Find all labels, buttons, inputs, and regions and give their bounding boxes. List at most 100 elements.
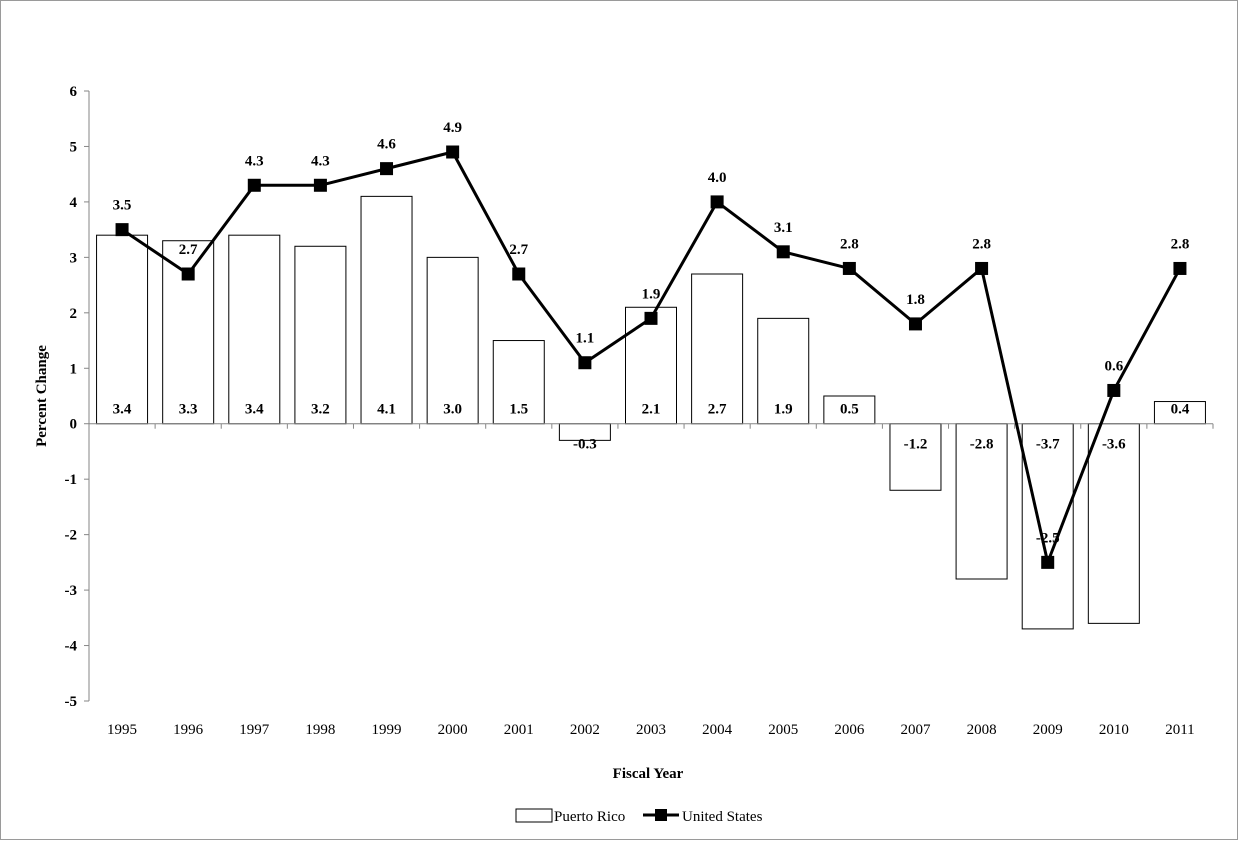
data-label-puerto-rico: 2.7: [708, 402, 727, 418]
bars-layer: [96, 195, 1206, 630]
y-tick-label: 2: [70, 306, 78, 322]
marker-united-states: [247, 178, 261, 192]
x-tick-label: 2009: [1033, 722, 1063, 738]
data-label-united-states: 4.6: [377, 137, 396, 153]
bar-puerto-rico: [691, 273, 744, 425]
x-tick-label: 1996: [173, 722, 204, 738]
legend-label-puerto-rico: Puerto Rico: [554, 809, 625, 825]
data-label-united-states: 0.6: [1104, 358, 1123, 374]
y-tick-label: -4: [65, 639, 78, 655]
marker-united-states: [1173, 261, 1187, 275]
data-label-united-states: 2.7: [179, 242, 198, 258]
y-tick-label: 3: [70, 250, 78, 266]
marker-united-states: [313, 178, 327, 192]
x-tick-label: 1999: [372, 722, 402, 738]
data-label-united-states: 1.1: [576, 331, 595, 347]
x-tick-label: 1998: [305, 722, 335, 738]
marker-united-states: [115, 223, 129, 237]
marker-united-states: [1041, 555, 1055, 569]
bar-puerto-rico: [426, 256, 479, 425]
data-label-puerto-rico: 1.9: [774, 402, 793, 418]
bar-puerto-rico: [1087, 423, 1140, 624]
data-label-puerto-rico: 0.5: [840, 402, 859, 418]
data-label-puerto-rico: -0.3: [573, 437, 597, 453]
data-label-puerto-rico: 3.4: [113, 402, 132, 418]
x-tick-label: 2000: [438, 722, 468, 738]
bar-puerto-rico: [96, 234, 149, 425]
x-tick-label: 1997: [239, 722, 270, 738]
data-label-puerto-rico: 3.3: [179, 402, 198, 418]
bar-puerto-rico: [625, 306, 677, 425]
data-label-united-states: 2.8: [840, 236, 859, 252]
bar-puerto-rico: [360, 195, 413, 425]
data-label-united-states: 2.7: [509, 242, 528, 258]
data-label-united-states: 1.9: [642, 286, 661, 302]
x-tick-label: 2008: [967, 722, 997, 738]
data-label-puerto-rico: 4.1: [377, 402, 396, 418]
data-label-puerto-rico: 2.1: [642, 402, 661, 418]
data-label-puerto-rico: -1.2: [904, 437, 928, 453]
x-tick-label: 2005: [768, 722, 798, 738]
marker-united-states: [776, 245, 790, 259]
data-label-united-states: 4.0: [708, 170, 727, 186]
y-tick-label: -5: [65, 694, 78, 710]
data-label-puerto-rico: 0.4: [1171, 402, 1190, 418]
x-tick-label: 2006: [834, 722, 865, 738]
legend: Puerto Rico United States: [515, 808, 763, 825]
legend-marker-united-states: [655, 809, 667, 821]
data-label-united-states: 2.8: [972, 236, 991, 252]
x-tick-label: 2011: [1165, 722, 1194, 738]
marker-united-states: [512, 267, 526, 281]
data-labels-layer: 3.4 3.3 3.4 3.2 4.1 3.0 1.5 -0.3 2.1 2.7 1.9 0.5 -1.…: [113, 120, 1190, 546]
marker-united-states: [446, 145, 460, 159]
data-label-puerto-rico: -2.8: [970, 437, 994, 453]
bar-puerto-rico: [757, 317, 810, 425]
bar-puerto-rico: [889, 423, 942, 491]
x-axis-title: Fiscal Year: [613, 766, 684, 782]
y-tick-label: 4: [70, 195, 78, 211]
data-label-united-states: 4.3: [311, 153, 330, 169]
y-axis-title: Percent Change: [34, 345, 50, 447]
data-label-united-states: 3.1: [774, 220, 793, 236]
x-tick-label: 2001: [504, 722, 534, 738]
data-label-puerto-rico: 3.0: [443, 402, 462, 418]
y-tick-label: 1: [70, 361, 78, 377]
y-axis-ticks: -5 -4 -3 -2 -1 0 1 2 3 4 5 6: [65, 84, 89, 710]
marker-united-states: [181, 267, 195, 281]
x-tick-label: 2002: [570, 722, 600, 738]
data-label-puerto-rico: 1.5: [509, 402, 528, 418]
y-tick-label: 5: [70, 139, 78, 155]
bar-puerto-rico: [294, 245, 347, 425]
y-tick-label: -2: [65, 528, 78, 544]
bar-puerto-rico: [1021, 423, 1074, 630]
x-axis-ticks: 1995 1996 1997 1998 1999 2000 2001 2002 2003 2004…: [88, 423, 1214, 738]
x-tick-label: 2007: [900, 722, 931, 738]
x-tick-label: 2003: [636, 722, 666, 738]
y-tick-label: 6: [70, 84, 78, 100]
data-label-puerto-rico: -3.6: [1102, 437, 1126, 453]
bar-puerto-rico: [228, 234, 281, 425]
data-label-united-states: -2.5: [1036, 530, 1060, 546]
data-label-puerto-rico: 3.4: [245, 402, 264, 418]
marker-united-states: [975, 261, 989, 275]
data-label-united-states: 1.8: [906, 292, 925, 308]
data-label-united-states: 2.8: [1171, 236, 1190, 252]
data-label-puerto-rico: 3.2: [311, 402, 330, 418]
data-label-united-states: 4.9: [443, 120, 462, 136]
marker-united-states: [908, 317, 922, 331]
legend-swatch-puerto-rico: [515, 808, 553, 823]
marker-united-states: [1107, 383, 1121, 397]
x-tick-label: 2010: [1099, 722, 1129, 738]
marker-united-states: [644, 311, 658, 325]
x-tick-label: 1995: [107, 722, 137, 738]
line-layer: [115, 145, 1187, 569]
bar-puerto-rico: [955, 423, 1008, 580]
marker-united-states: [578, 356, 592, 370]
data-label-united-states: 3.5: [113, 198, 132, 214]
marker-united-states: [380, 162, 394, 176]
y-tick-label: -3: [65, 583, 78, 599]
marker-united-states: [710, 195, 724, 209]
y-tick-label: -1: [65, 472, 78, 488]
